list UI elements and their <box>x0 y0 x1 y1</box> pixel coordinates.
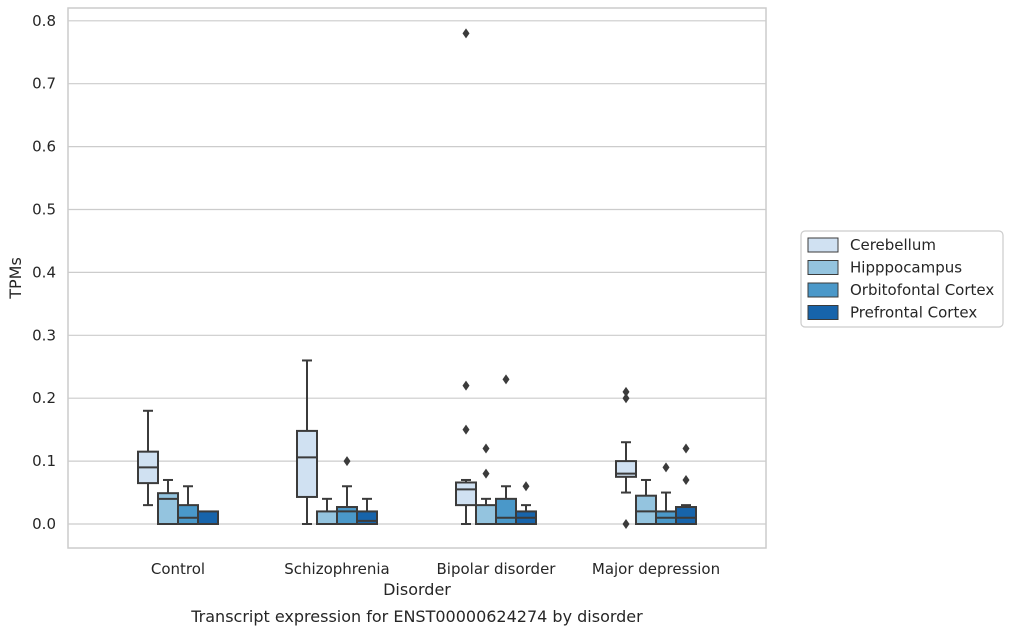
box-cerebellum-control <box>137 409 159 507</box>
plot-frame <box>67 7 767 549</box>
y-tick-label: 0.0 <box>32 515 56 533</box>
outlier-point <box>682 474 690 485</box>
series-prefrontal-cortex <box>197 443 697 526</box>
y-axis-title: TPMs <box>6 257 25 300</box>
plot-background <box>68 8 766 548</box>
outlier-point <box>482 468 490 479</box>
chart-title: Transcript expression for ENST0000062427… <box>190 607 643 626</box>
y-tick-label: 0.5 <box>32 201 56 219</box>
plot-area <box>68 8 766 548</box>
legend-swatch <box>807 305 839 320</box>
box-iqr <box>356 510 378 526</box>
legend-item-prefrontal-cortex: Prefrontal Cortex <box>807 304 977 322</box>
box-cerebellum-major-depression <box>615 386 637 529</box>
legend-label: Hipppocampus <box>850 259 962 277</box>
legend-swatch <box>807 282 839 298</box>
box-iqr <box>455 481 477 507</box>
box-iqr <box>197 510 219 526</box>
box-orbitofontal-cortex-schizophrenia <box>336 456 358 525</box>
outlier-point <box>622 386 630 397</box>
y-tick-label: 0.8 <box>32 12 56 30</box>
box-prefrontal-cortex-schizophrenia <box>356 497 378 526</box>
box-iqr <box>635 494 657 526</box>
x-axis-title: Disorder <box>383 580 451 599</box>
box-cerebellum-schizophrenia <box>296 359 318 525</box>
outlier-point <box>502 374 510 385</box>
y-tick-label: 0.1 <box>32 452 56 470</box>
box-iqr <box>177 504 199 526</box>
legend-item-hipppocampus: Hipppocampus <box>807 259 962 277</box>
box-prefrontal-cortex-bipolar-disorder <box>515 481 537 526</box>
series-hipppocampus <box>157 443 657 526</box>
outlier-point <box>622 519 630 529</box>
box-groups <box>137 28 697 529</box>
box-iqr <box>296 429 318 498</box>
box-hipppocampus-bipolar-disorder <box>475 443 497 526</box>
outlier-point <box>462 424 470 435</box>
legend-item-orbitofontal-cortex: Orbitofontal Cortex <box>807 281 994 299</box>
outlier-point <box>662 462 670 473</box>
legend-frame <box>800 230 1004 328</box>
legend-label: Cerebellum <box>850 236 936 254</box>
series-orbitofontal-cortex <box>177 374 677 526</box>
box-orbitofontal-cortex-major-depression <box>655 462 677 526</box>
outlier-point <box>482 443 490 454</box>
y-tick-label: 0.3 <box>32 326 56 344</box>
outlier-point <box>462 28 470 39</box>
box-orbitofontal-cortex-bipolar-disorder <box>495 374 517 525</box>
box-cerebellum-bipolar-disorder <box>455 28 477 525</box>
legend-label: Orbitofontal Cortex <box>850 281 994 299</box>
x-tick-label: Major depression <box>592 560 720 578</box>
axes-spines <box>67 7 767 549</box>
box-iqr <box>495 497 517 525</box>
box-iqr <box>675 506 697 525</box>
box-hipppocampus-major-depression <box>635 478 657 526</box>
outlier-point <box>682 443 690 454</box>
x-axis-ticks: Control Schizophrenia Bipolar disorder Majo… <box>151 560 720 578</box>
y-axis-ticks: 0.0 0.1 0.2 0.3 0.4 0.5 0.6 0.7 0.8 <box>32 12 56 533</box>
legend-item-cerebellum: Cerebellum <box>807 236 936 254</box>
series-cerebellum <box>137 28 637 529</box>
x-tick-label: Bipolar disorder <box>437 560 557 578</box>
box-hipppocampus-schizophrenia <box>316 497 338 526</box>
legend-swatch <box>807 260 839 275</box>
outlier-point <box>522 481 530 492</box>
outlier-point <box>462 380 470 391</box>
box-iqr <box>157 492 179 525</box>
box-iqr <box>336 506 358 525</box>
legend-swatch <box>807 237 839 253</box>
box-prefrontal-cortex-major-depression <box>675 443 697 525</box>
y-tick-label: 0.4 <box>32 263 56 281</box>
box-iqr <box>475 504 497 526</box>
box-prefrontal-cortex-control <box>197 510 219 526</box>
box-iqr <box>316 510 338 526</box>
outlier-point <box>622 393 630 404</box>
outlier-point <box>343 456 351 467</box>
x-tick-label: Control <box>151 560 205 578</box>
y-tick-label: 0.2 <box>32 389 56 407</box>
y-tick-label: 0.6 <box>32 138 56 156</box>
legend: Cerebellum Hipppocampus Orbitofontal Corte… <box>800 230 1004 328</box>
legend-label: Prefrontal Cortex <box>850 304 977 322</box>
y-tick-label: 0.7 <box>32 75 56 93</box>
x-tick-label: Schizophrenia <box>284 560 389 578</box>
